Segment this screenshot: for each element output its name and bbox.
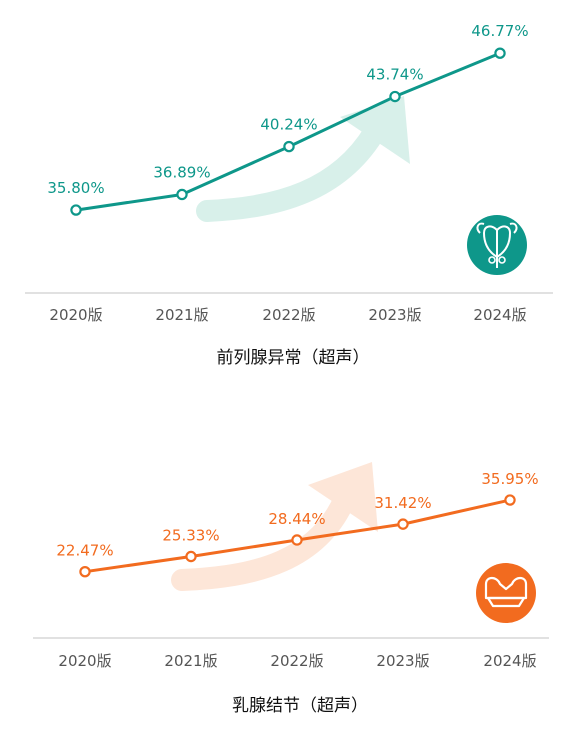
x-tick-label: 2024版 bbox=[483, 652, 536, 670]
data-point bbox=[494, 47, 506, 59]
chart-prostate: 35.80% 36.89% 40.24% 43.74% 46.77% 2020版 2021… bbox=[25, 22, 553, 368]
data-point bbox=[504, 494, 516, 506]
data-point bbox=[389, 90, 401, 103]
chart-breast: 22.47% 25.33% 28.44% 31.42% 35.95% 2020版 2021… bbox=[33, 462, 549, 716]
prostate-icon bbox=[467, 215, 527, 275]
data-label: 35.95% bbox=[481, 470, 538, 488]
x-tick-label: 2020版 bbox=[58, 652, 111, 670]
data-label: 43.74% bbox=[366, 66, 423, 84]
data-label: 25.33% bbox=[162, 527, 219, 545]
trend-arrow-decoration bbox=[171, 462, 378, 591]
data-label: 46.77% bbox=[471, 22, 528, 40]
x-tick-label: 2022版 bbox=[262, 306, 315, 324]
x-tick-label: 2021版 bbox=[155, 306, 208, 324]
chart-title: 乳腺结节（超声） bbox=[232, 696, 368, 716]
data-point bbox=[291, 534, 303, 546]
data-label: 31.42% bbox=[374, 494, 431, 512]
data-label: 35.80% bbox=[47, 179, 104, 197]
data-label: 22.47% bbox=[56, 542, 113, 560]
x-tick-label: 2022版 bbox=[270, 652, 323, 670]
breast-icon bbox=[476, 563, 536, 623]
data-point bbox=[185, 550, 197, 563]
x-tick-label: 2020版 bbox=[49, 306, 102, 324]
data-label: 36.89% bbox=[153, 163, 210, 181]
data-label: 40.24% bbox=[260, 116, 317, 134]
chart-title: 前列腺异常（超声） bbox=[217, 348, 370, 368]
data-point bbox=[70, 204, 82, 216]
data-point bbox=[79, 566, 91, 578]
trend-arrow-decoration bbox=[196, 96, 410, 222]
x-tick-label: 2021版 bbox=[164, 652, 217, 670]
x-tick-label: 2023版 bbox=[376, 652, 429, 670]
data-point bbox=[283, 140, 295, 153]
x-tick-label: 2024版 bbox=[473, 306, 526, 324]
data-label: 28.44% bbox=[268, 510, 325, 528]
data-point bbox=[176, 188, 188, 201]
x-tick-label: 2023版 bbox=[368, 306, 421, 324]
data-point bbox=[397, 518, 409, 530]
